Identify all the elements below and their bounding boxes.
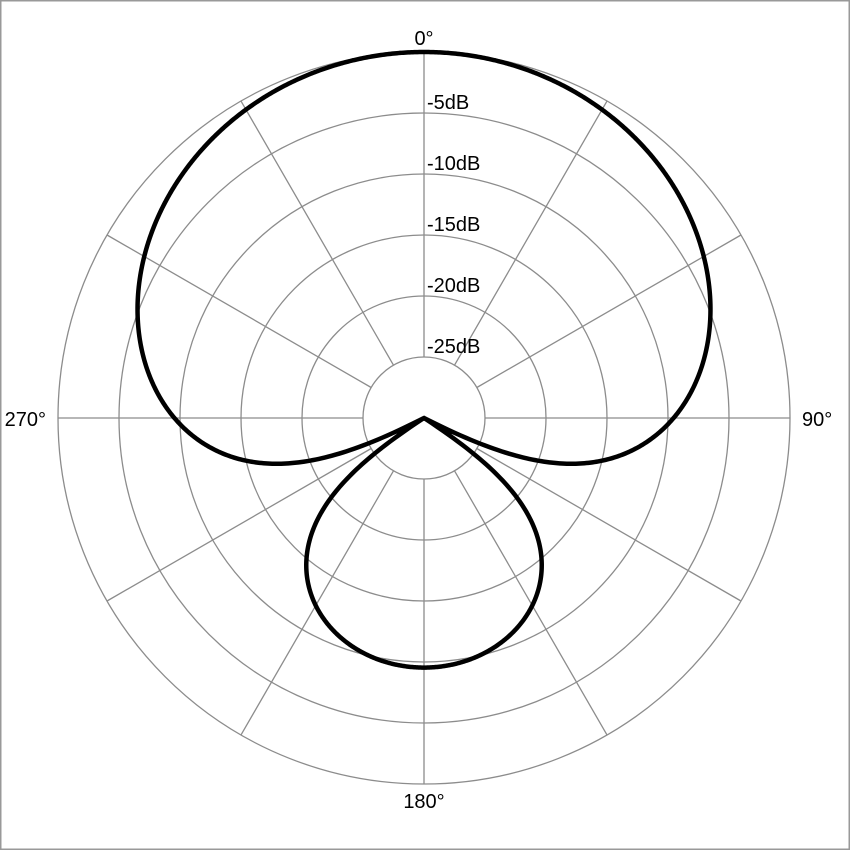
grid-spoke-330deg — [240, 100, 395, 366]
angle-label-90deg: 90° — [802, 409, 832, 431]
grid-spoke-240deg — [106, 447, 372, 602]
grid-spoke-210deg — [240, 470, 395, 736]
angle-label-270deg: 270° — [5, 409, 46, 431]
grid-spoke-60deg — [476, 234, 742, 389]
ring-label-20db: -20dB — [427, 275, 480, 297]
ring-label-15db: -15dB — [427, 214, 480, 236]
grid-spoke-150deg — [453, 470, 608, 736]
angle-label-180deg: 180° — [403, 791, 444, 813]
angle-label-0deg: 0° — [414, 28, 433, 50]
grid-spoke-120deg — [476, 447, 742, 602]
ring-label-25db: -25dB — [427, 336, 480, 358]
grid-spoke-300deg — [106, 234, 372, 389]
pattern-curve — [135, 49, 713, 670]
ring-label-10db: -10dB — [427, 153, 480, 175]
grid-spoke-30deg — [453, 100, 608, 366]
ring-label-5db: -5dB — [427, 92, 469, 114]
